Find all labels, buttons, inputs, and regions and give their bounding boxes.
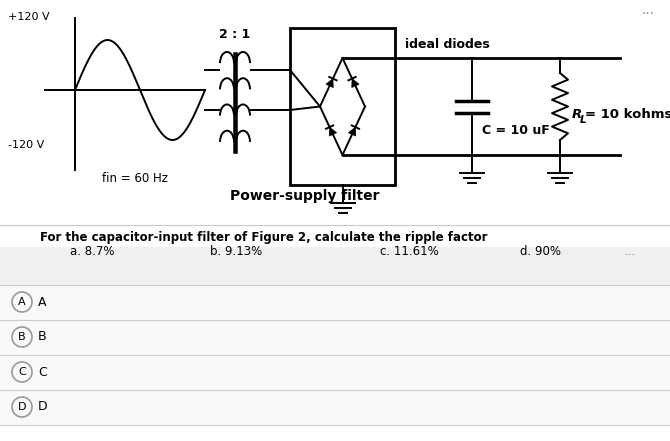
Polygon shape [326,78,333,88]
Polygon shape [329,127,336,136]
Text: A: A [38,295,46,309]
Bar [0,355,670,390]
Text: Power-supply filter: Power-supply filter [230,189,380,203]
Text: = 10 kohms: = 10 kohms [585,108,670,122]
Text: B: B [38,330,47,344]
Bar [290,28,395,185]
Text: a. 8.7%: a. 8.7% [70,245,115,258]
Text: B: B [18,332,26,342]
Text: R: R [572,108,582,122]
Text: C = 10 uF: C = 10 uF [482,123,550,137]
Text: C: C [18,367,26,377]
Bar [0,285,670,320]
Text: A: A [18,297,26,307]
Text: fin = 60 Hz: fin = 60 Hz [102,172,168,185]
Text: ideal diodes: ideal diodes [405,38,490,51]
Text: L: L [580,115,587,125]
Text: D: D [38,400,48,414]
Text: d. 90%: d. 90% [520,245,561,258]
Polygon shape [352,78,359,88]
Polygon shape [348,127,356,136]
Text: D: D [17,402,26,412]
Text: -120 V: -120 V [8,140,44,150]
Text: b. 9.13%: b. 9.13% [210,245,262,258]
Bar [0,247,670,285]
Text: ...: ... [625,245,636,258]
Bar [0,390,670,425]
Text: For the capacitor-input filter of Figure 2, calculate the ripple factor: For the capacitor-input filter of Figure… [40,231,488,244]
Bar [0,320,670,355]
Text: 2 : 1: 2 : 1 [219,28,251,41]
Text: +120 V: +120 V [8,12,50,22]
Text: C: C [38,366,47,378]
Text: c. 11.61%: c. 11.61% [380,245,439,258]
Text: ...: ... [641,3,655,17]
